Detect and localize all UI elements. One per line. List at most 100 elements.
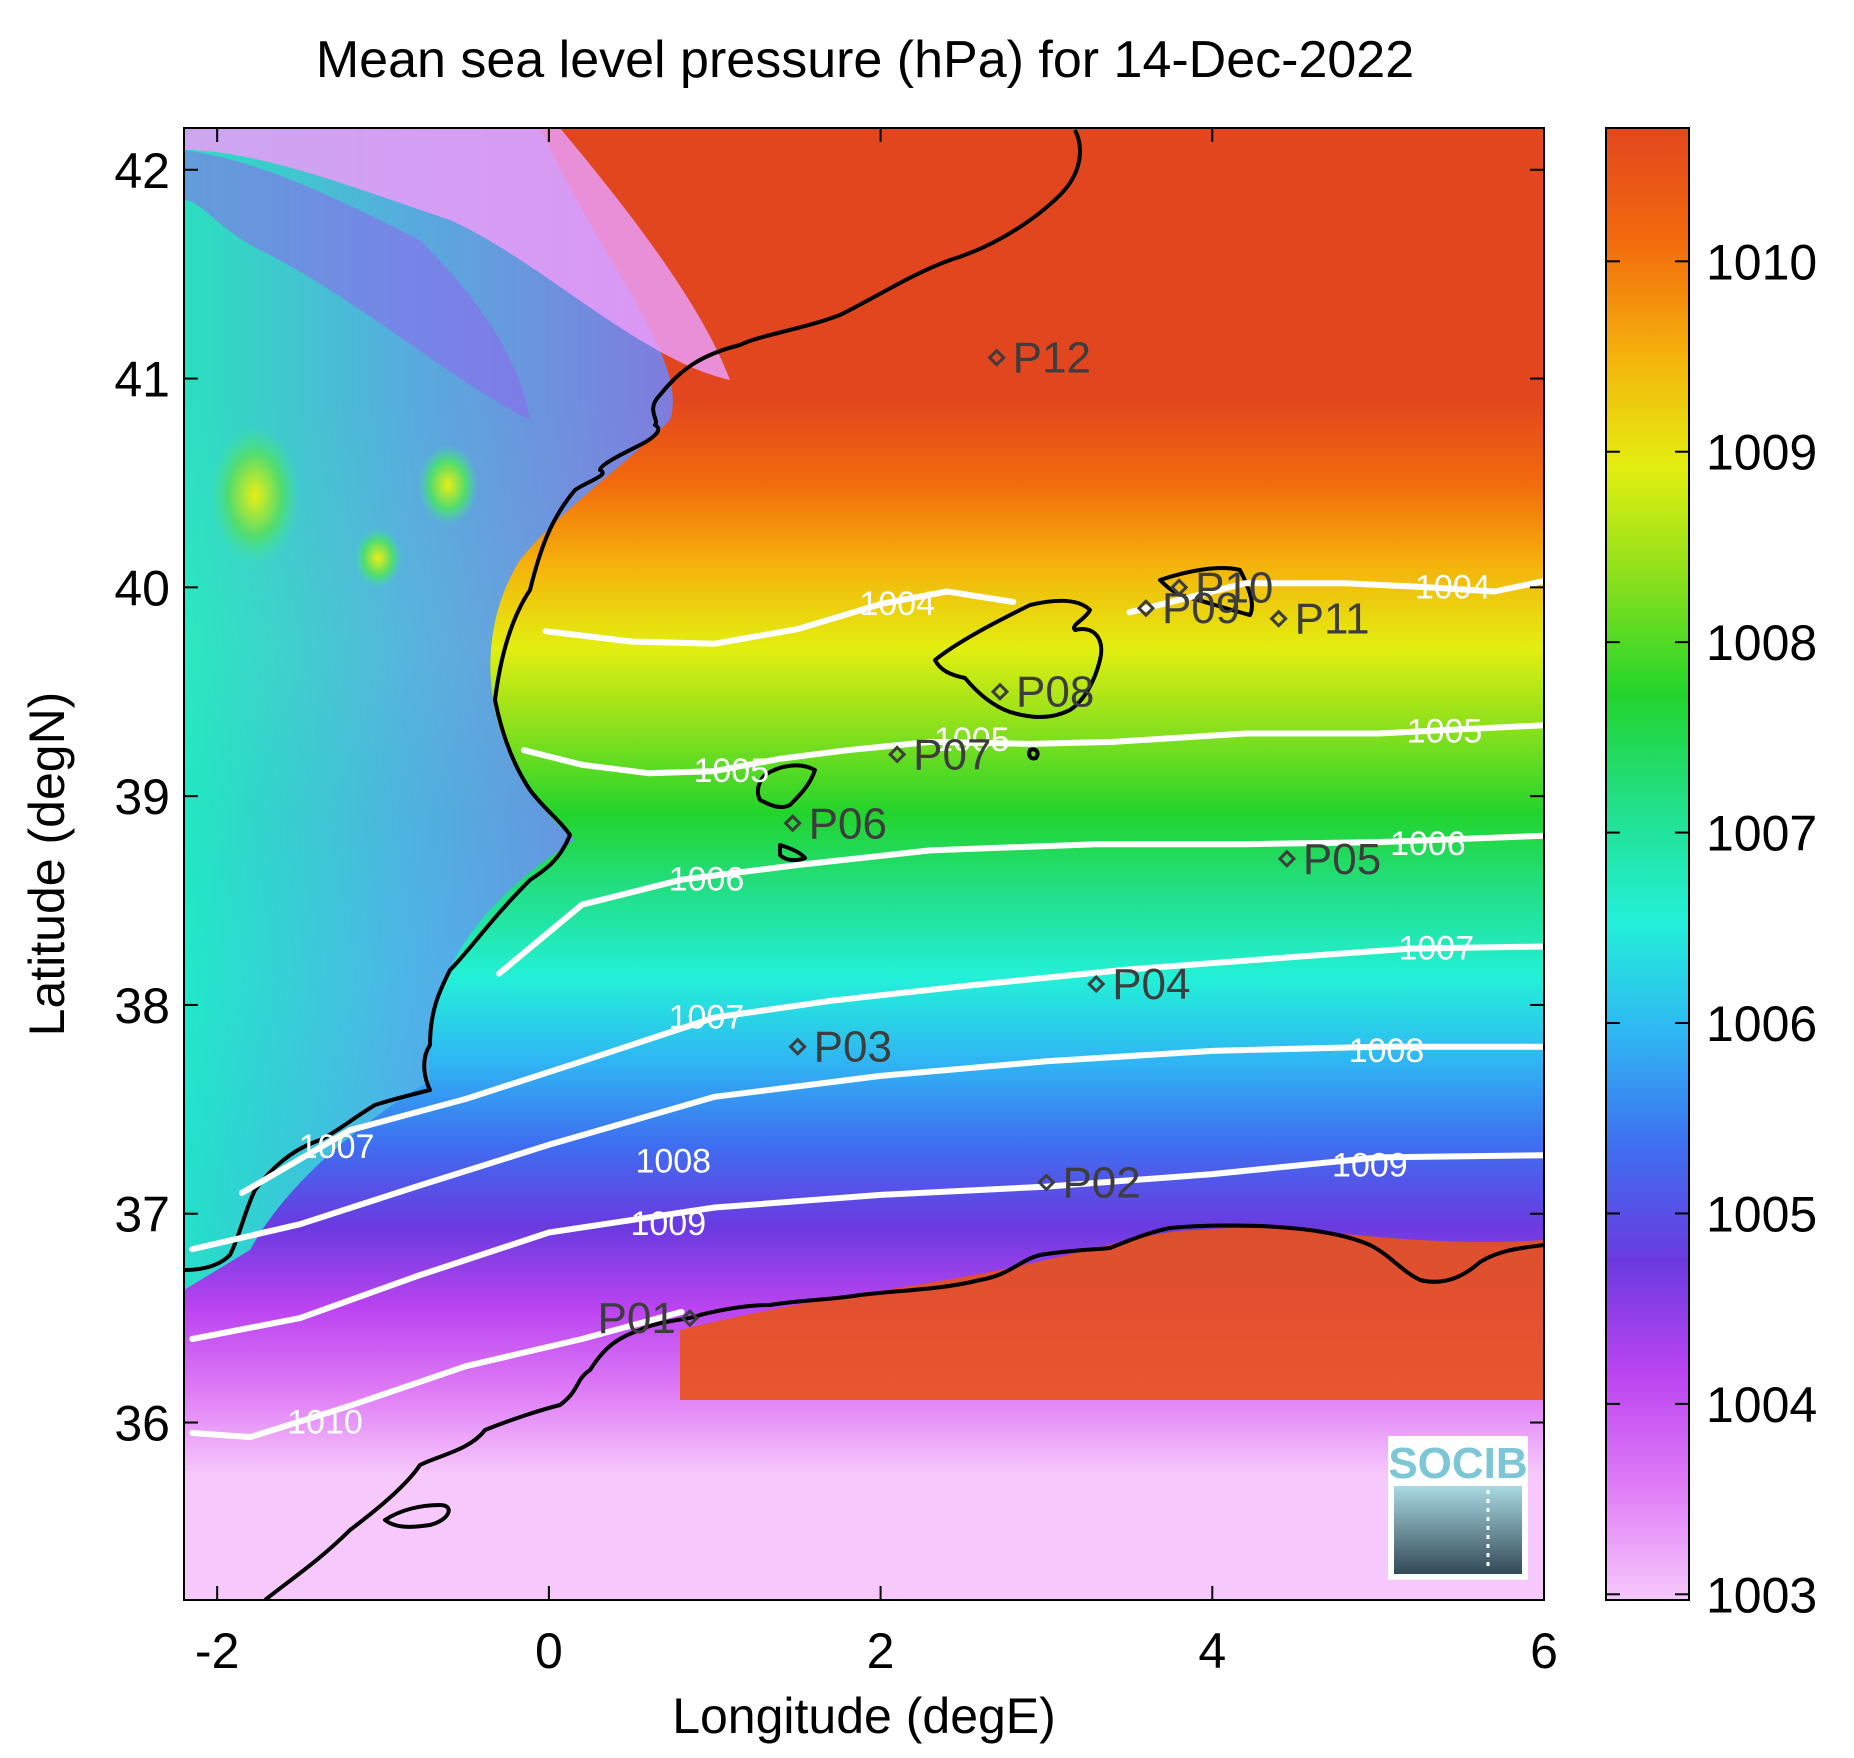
isobar-label: 1007	[669, 998, 745, 1036]
land-iberia-north-edge	[184, 150, 530, 420]
isobar-label: 1005	[934, 721, 1010, 759]
plot-frame	[183, 127, 1545, 1601]
station-p06: P06	[783, 799, 887, 848]
isobar-contours	[189, 578, 1544, 1441]
station-marker	[1269, 609, 1288, 628]
isobar-label: 1007	[299, 1128, 375, 1166]
y-tick-label: 42	[114, 143, 170, 199]
colorbar-gradient	[1605, 127, 1690, 1601]
isobar-1008	[189, 1043, 1544, 1253]
station-p10: P10	[1169, 563, 1273, 612]
colorbar-ticks: 1003 1004 1005 1006 1007 1008 1009 1010	[1606, 234, 1817, 1623]
y-tick-label: 36	[114, 1396, 170, 1452]
station-marker	[987, 348, 1006, 367]
station-label: P04	[1112, 960, 1190, 1009]
coastline-formentera	[778, 843, 807, 863]
isobar-label: 1006	[669, 861, 745, 899]
station-marker	[990, 682, 1010, 701]
coastline-iberia	[184, 129, 1082, 1272]
x-tick-label: 2	[867, 1623, 895, 1679]
station-p09: P09	[1136, 584, 1240, 633]
isobar-label: 1008	[1349, 1032, 1425, 1070]
terrain-hotspot	[210, 425, 300, 565]
station-marker	[788, 1037, 807, 1056]
isobar-label: 1007	[1398, 930, 1474, 968]
terrain-hotspot	[354, 528, 402, 588]
station-marker	[680, 1309, 699, 1328]
coastline-cabrera	[1027, 747, 1040, 761]
isobar-label: 1004	[859, 585, 935, 623]
y-axis-ticks: 36 37 38 39 40 41 42	[114, 143, 1544, 1452]
y-tick-label: 41	[114, 352, 170, 408]
socib-logo-text: SOCIB	[1388, 1439, 1527, 1488]
station-label: P06	[809, 799, 887, 848]
station-label: P10	[1195, 563, 1273, 612]
station-p07: P07	[888, 730, 991, 779]
isobar-1006	[496, 832, 1544, 977]
x-tick-label: 6	[1530, 1623, 1558, 1679]
station-marker	[1087, 974, 1106, 994]
station-p04: P04	[1087, 960, 1190, 1009]
coastline-menorca	[1158, 566, 1254, 617]
station-p12: P12	[987, 334, 1091, 383]
colorbar-tick-label: 1004	[1706, 1377, 1817, 1433]
isobar-1004	[542, 588, 1017, 647]
isobar-1005	[521, 722, 1544, 777]
station-marker	[888, 745, 907, 764]
x-tick-label: -2	[195, 1623, 239, 1679]
colorbar-tick-label: 1006	[1706, 996, 1817, 1052]
colorbar-tick-label: 1009	[1706, 425, 1817, 481]
station-label: P05	[1303, 835, 1381, 884]
colorbar-tick-label: 1005	[1706, 1186, 1817, 1242]
land-iberia-north	[184, 128, 730, 380]
isobar-label: 1005	[693, 752, 769, 790]
station-p03: P03	[788, 1023, 892, 1072]
isobar-label: 1004	[1415, 568, 1491, 606]
station-label: P08	[1016, 668, 1094, 717]
y-axis-title: Latitude (degN)	[19, 692, 75, 1037]
isobar-label: 1009	[1332, 1147, 1408, 1185]
y-tick-label: 38	[114, 978, 170, 1034]
coastline-ibiza	[755, 763, 817, 810]
isobar-label: 1009	[630, 1205, 706, 1243]
station-label: P09	[1162, 584, 1240, 633]
station-label: P07	[913, 730, 991, 779]
isobar-label: 1005	[1407, 712, 1483, 750]
isobar-1004	[1126, 578, 1544, 616]
isobar-label: 1006	[1390, 825, 1466, 863]
station-label: P01	[598, 1294, 676, 1343]
y-tick-label: 37	[114, 1187, 170, 1243]
isobar-labels: 1004 1004 1005 1005 1005 1006 1006 1007 1007 1007…	[287, 568, 1490, 1441]
station-label: P02	[1062, 1158, 1140, 1207]
station-marker	[1037, 1173, 1056, 1192]
x-tick-label: 0	[535, 1623, 563, 1679]
station-p01: P01	[598, 1294, 699, 1343]
isobar-label: 1008	[635, 1143, 711, 1181]
station-p08: P08	[990, 668, 1094, 717]
map-plot-area	[184, 128, 1544, 1600]
coastline-mallorca	[933, 598, 1104, 719]
coastlines	[184, 129, 1544, 1600]
y-tick-label: 39	[114, 769, 170, 825]
isobar-label: 1010	[287, 1404, 363, 1442]
land-iberia	[184, 128, 673, 1290]
station-p05: P05	[1277, 835, 1381, 884]
station-marker	[783, 814, 802, 833]
x-axis-ticks: -2 0 2 4 6	[195, 128, 1558, 1679]
y-tick-label: 40	[114, 560, 170, 616]
chart-title: Mean sea level pressure (hPa) for 14-Dec…	[316, 31, 1414, 89]
station-marker	[1277, 849, 1297, 868]
isobar-1009	[189, 1152, 1544, 1342]
station-p11: P11	[1269, 595, 1370, 644]
coastline-north-africa	[263, 1223, 1544, 1600]
station-marker	[1136, 599, 1156, 618]
x-axis-title: Longitude (degE)	[672, 1688, 1056, 1744]
isobar-1010	[189, 1308, 685, 1441]
colorbar: 1003 1004 1005 1006 1007 1008 1009 1010	[1605, 127, 1817, 1623]
station-label: P12	[1013, 334, 1091, 383]
colorbar-tick-label: 1008	[1706, 615, 1817, 671]
station-label: P03	[814, 1023, 892, 1072]
terrain-hotspot	[418, 445, 478, 525]
